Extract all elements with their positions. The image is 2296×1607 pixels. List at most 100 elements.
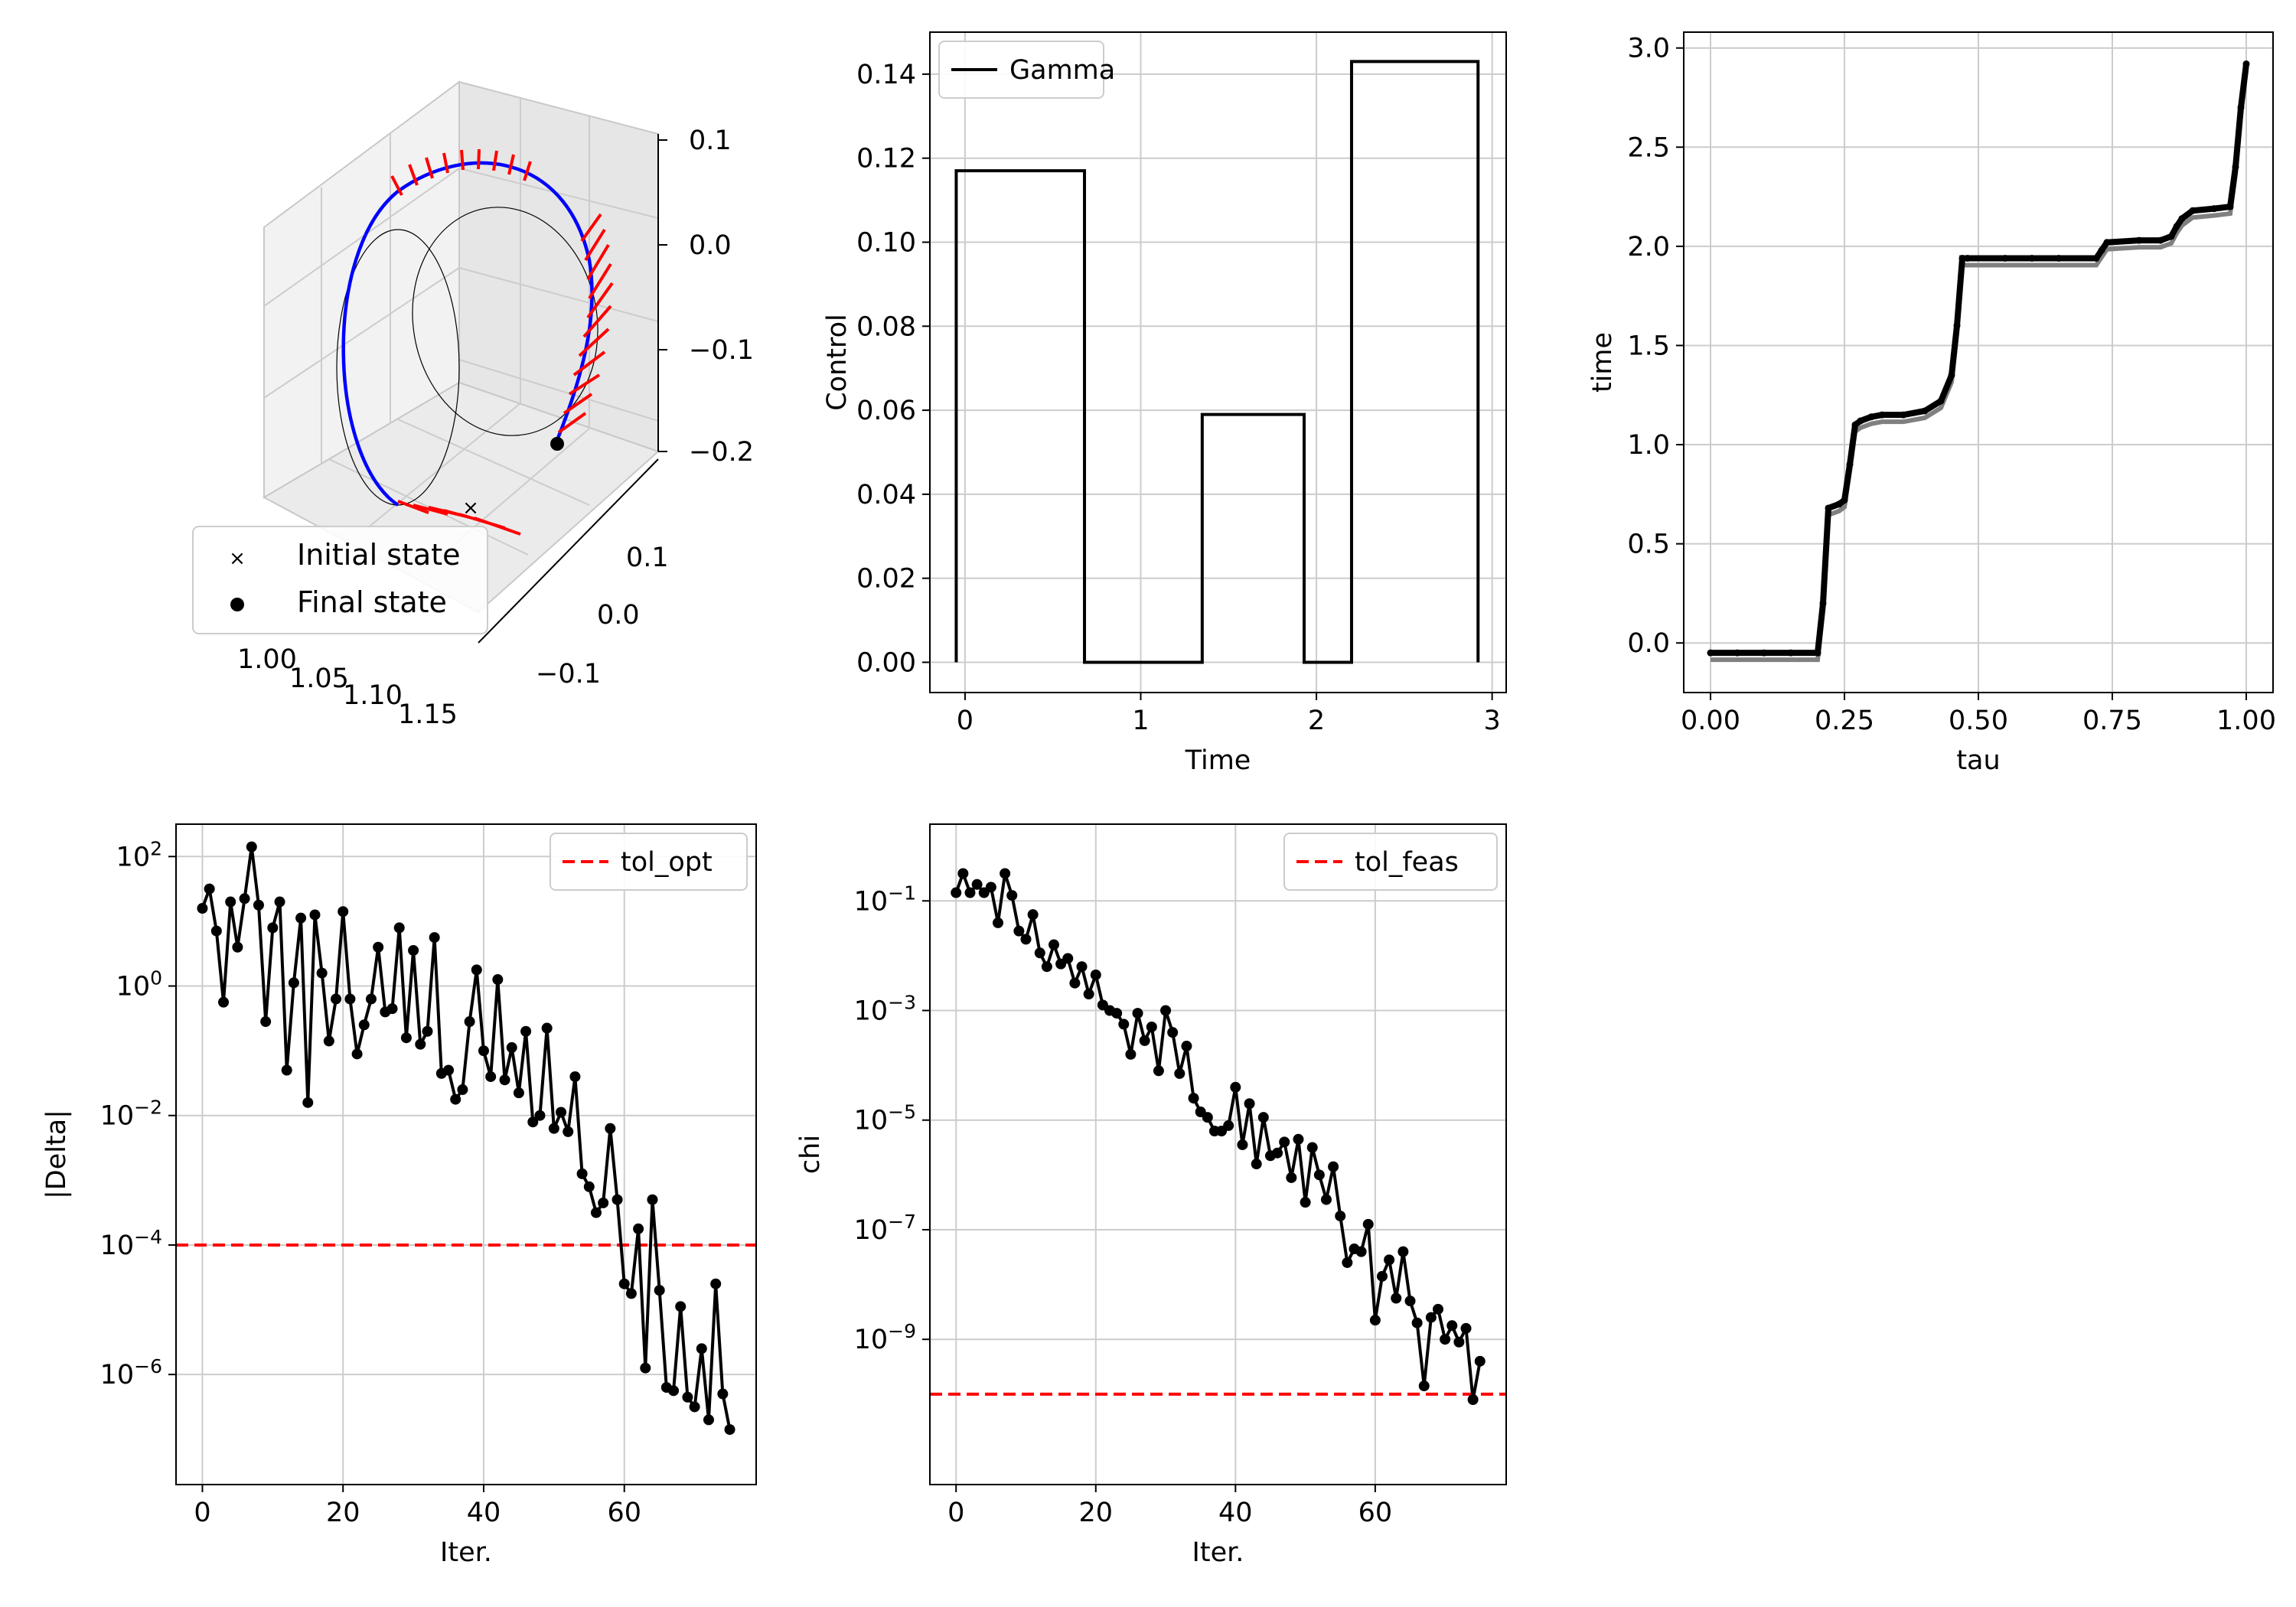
data-point — [210, 925, 222, 937]
data-point — [393, 922, 405, 934]
y-tick-label: 0.04 — [856, 480, 916, 510]
data-point — [506, 1041, 517, 1053]
data-point — [1825, 504, 1832, 512]
data-point — [1328, 1161, 1339, 1172]
data-point — [1041, 961, 1052, 973]
legend-initial-state-label: Initial state — [297, 538, 461, 572]
legend-final-state-label: Final state — [297, 585, 447, 619]
data-point — [422, 1025, 433, 1037]
data-point — [323, 1035, 334, 1047]
data-point — [1841, 497, 1848, 504]
data-point — [1027, 909, 1039, 921]
y-tick-label: 0.0 — [597, 600, 640, 631]
data-point — [400, 1032, 412, 1044]
data-point — [1369, 1315, 1381, 1326]
data-point — [1878, 411, 1886, 419]
data-point — [1069, 977, 1081, 989]
data-point — [576, 1168, 588, 1179]
x-tick-label: 1 — [1132, 706, 1149, 736]
y-tick-label: 0.14 — [856, 60, 916, 90]
x-tick-label: 60 — [607, 1498, 641, 1528]
data-point — [260, 1016, 272, 1028]
data-point — [1787, 649, 1795, 657]
y-axis-label: |Delta| — [41, 1110, 72, 1199]
z-tick-label: 0.0 — [689, 230, 732, 261]
data-point — [2055, 254, 2063, 262]
series-line — [954, 60, 1480, 664]
data-point — [2178, 215, 2186, 223]
data-point — [527, 1116, 539, 1128]
data-point — [964, 887, 976, 898]
data-point — [2001, 254, 2009, 262]
data-point — [598, 1197, 609, 1208]
data-point — [1279, 1136, 1290, 1148]
x-tick-label: 1.10 — [343, 680, 403, 711]
x-axis-label: tau — [1956, 745, 2000, 776]
data-point — [1076, 961, 1088, 973]
data-point — [1125, 1048, 1137, 1060]
data-point — [1153, 1065, 1164, 1077]
data-point — [1335, 1211, 1346, 1222]
data-point — [985, 882, 996, 893]
x-tick-label: 0 — [194, 1498, 210, 1528]
x-tick-label: 0 — [947, 1498, 964, 1528]
transfer-trajectory — [341, 161, 594, 507]
data-point — [1118, 1019, 1130, 1030]
data-point — [1181, 1041, 1192, 1052]
data-point — [951, 887, 962, 898]
data-point — [316, 967, 328, 979]
data-point — [288, 977, 299, 989]
data-point — [548, 1123, 559, 1134]
y-axis-label: chi — [795, 1135, 826, 1174]
data-point — [1733, 649, 1741, 657]
data-point — [464, 1016, 475, 1028]
data-point — [1251, 1159, 1262, 1170]
data-point — [1160, 1005, 1172, 1016]
data-point — [1257, 1112, 1269, 1123]
y-tick-label: 0.0 — [1627, 628, 1670, 659]
data-point — [2028, 254, 2036, 262]
x-tick-label: 20 — [326, 1498, 360, 1528]
y-tick-label: 1.0 — [1627, 430, 1670, 461]
pane-grid — [263, 98, 659, 567]
data-point — [1272, 1147, 1283, 1159]
data-point — [513, 1087, 524, 1099]
data-point — [1460, 1322, 1472, 1334]
y-axis-line — [478, 458, 659, 644]
data-point — [1397, 1246, 1409, 1257]
data-point — [225, 896, 236, 908]
data-point — [2135, 236, 2143, 244]
data-point — [1090, 969, 1101, 980]
data-point — [302, 1097, 314, 1108]
data-point — [1846, 461, 1854, 468]
data-point — [1384, 1254, 1395, 1266]
y-tick-label: 102 — [116, 837, 162, 872]
data-point — [1342, 1257, 1353, 1268]
time-vs-tau-panel: 0.00 0.25 0.50 0.75 1.00 0.0 0.5 1.0 1.5 2.0 2.5 3.… — [1587, 31, 2276, 776]
data-point — [415, 1038, 426, 1050]
data-point — [1293, 1133, 1304, 1145]
y-tick-label: 2.5 — [1627, 132, 1670, 163]
data-point — [1013, 925, 1025, 937]
y-axis-label: Control — [822, 314, 853, 411]
data-point — [1049, 939, 1060, 950]
legend-box — [938, 41, 1104, 99]
legend-3d: × Initial state Final state — [192, 526, 488, 634]
data-point — [717, 1388, 729, 1400]
data-point — [492, 974, 504, 986]
data-point — [239, 893, 250, 905]
data-point — [633, 1223, 644, 1234]
data-point — [583, 1181, 595, 1192]
data-point — [2189, 207, 2197, 214]
x-tick-label: 1.00 — [2216, 706, 2276, 736]
data-point — [520, 1025, 532, 1037]
final-state-legend-marker — [230, 598, 244, 611]
data-point — [365, 993, 377, 1005]
data-point — [338, 906, 349, 918]
data-point — [605, 1123, 616, 1134]
data-point — [1867, 413, 1875, 421]
data-point — [1320, 1194, 1332, 1205]
x-tick-label: 2 — [1308, 706, 1325, 736]
data-point — [1139, 1035, 1150, 1046]
